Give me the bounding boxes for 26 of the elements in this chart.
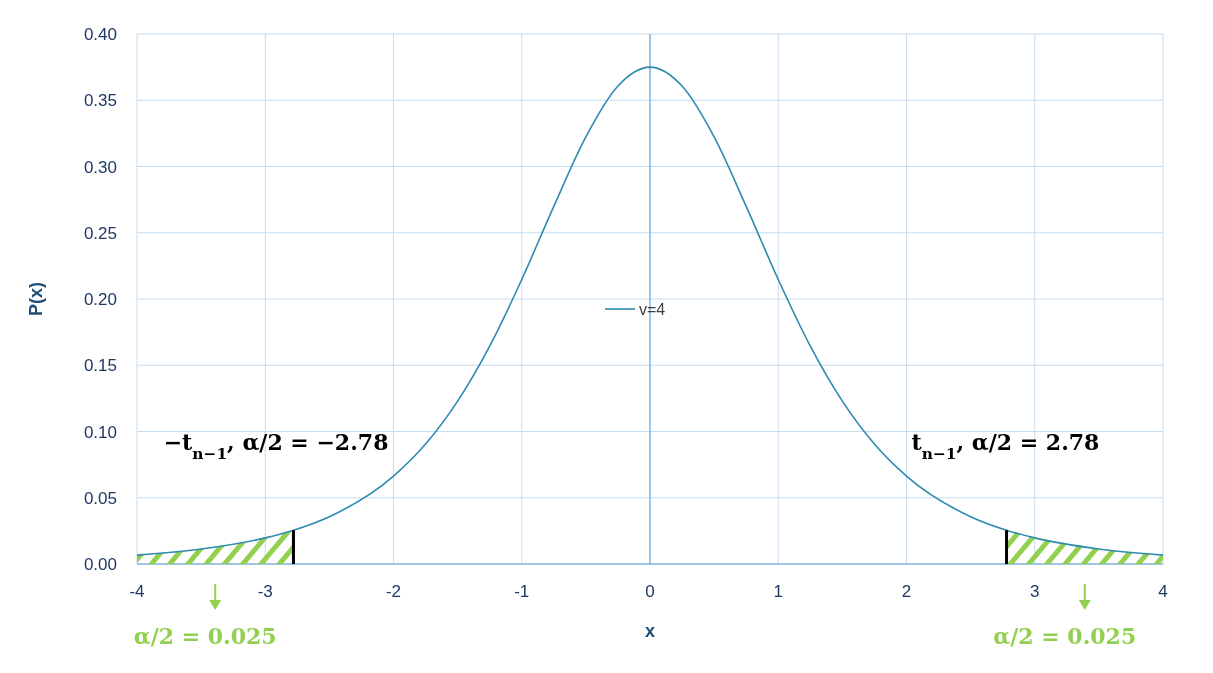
y-tick-label: 0.10 xyxy=(83,422,117,442)
x-tick-label: 4 xyxy=(1158,582,1168,601)
x-tick-label: -1 xyxy=(514,582,530,601)
line-series xyxy=(136,66,1164,556)
y-tick-label: 0.15 xyxy=(83,356,117,376)
y-axis-title: P(x) xyxy=(26,281,46,317)
annotation: t$_{n−1}$, α/2 = 2.78 xyxy=(911,429,1100,464)
x-tick-label: -2 xyxy=(385,582,402,601)
x-tick-label: -3 xyxy=(257,582,273,601)
legend-label: v=4 xyxy=(639,301,666,318)
x-tick-label: 1 xyxy=(773,582,783,601)
y-tick-label: 0.30 xyxy=(83,157,117,177)
text: α/2 = 0.025 xyxy=(993,623,1137,649)
y-tick-label: 0.35 xyxy=(83,91,117,111)
y-tick-label: 0.40 xyxy=(83,25,117,44)
x-axis-title: x xyxy=(644,621,656,641)
y-tick-label: 0.05 xyxy=(83,488,117,508)
y-tick-label: 0.00 xyxy=(83,555,117,574)
y-tick-label: 0.25 xyxy=(83,223,117,243)
x-tick-label: 3 xyxy=(1030,582,1040,601)
annotation: −t$_{n−1}$, α/2 = −2.78 xyxy=(163,429,389,464)
x-tick-label: -4 xyxy=(129,582,145,601)
text: α/2 = 0.025 xyxy=(133,623,277,649)
x-tick-label: 2 xyxy=(901,582,912,601)
y-tick-label: 0.20 xyxy=(83,290,117,309)
x-tick-label: 0 xyxy=(645,582,655,601)
